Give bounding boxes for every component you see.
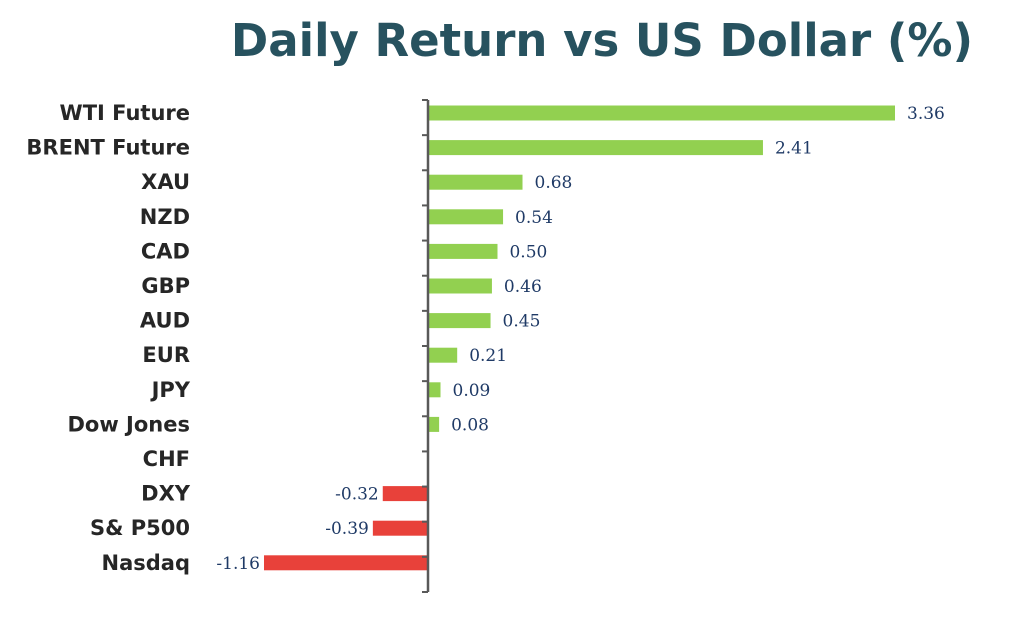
category-label-chf: CHF [143, 447, 190, 471]
bar-brent-future [428, 140, 763, 156]
bar-nasdaq [264, 555, 428, 571]
category-label-cad: CAD [141, 239, 190, 263]
data-label-nzd: 0.54 [515, 208, 553, 228]
data-label-dow-jones: 0.08 [451, 415, 489, 435]
category-label-jpy: JPY [150, 378, 191, 402]
category-label-wti-future: WTI Future [60, 101, 190, 125]
data-label-gbp: 0.46 [504, 277, 542, 297]
data-label-jpy: 0.09 [453, 381, 491, 401]
data-labels: 3.36 2.41 0.68 0.54 0.50 0.46 0.45 0.21 0.09 0.08… [216, 104, 944, 574]
category-label-brent-future: BRENT Future [26, 136, 190, 160]
bar-wti-future [428, 105, 895, 121]
data-label-wti-future: 3.36 [907, 104, 945, 124]
data-label-cad: 0.50 [509, 242, 547, 262]
category-label-dow-jones: Dow Jones [67, 412, 190, 436]
bar-eur [428, 347, 458, 363]
category-label-eur: EUR [142, 343, 190, 367]
data-label-nasdaq: -1.16 [216, 554, 260, 574]
bar-dxy [382, 486, 428, 502]
bars [264, 105, 895, 571]
bar-s-p500 [372, 520, 428, 536]
bar-dow-jones [428, 416, 440, 432]
category-label-gbp: GBP [141, 274, 190, 298]
category-label-dxy: DXY [141, 482, 191, 506]
bar-xau [428, 174, 523, 190]
bar-jpy [428, 382, 441, 398]
category-label-xau: XAU [141, 170, 190, 194]
data-label-xau: 0.68 [535, 173, 573, 193]
data-label-brent-future: 2.41 [775, 139, 813, 159]
bar-gbp [428, 278, 492, 294]
category-labels: WTI Future BRENT Future XAU NZD CAD GBP AUD EUR… [26, 101, 190, 575]
category-label-aud: AUD [140, 309, 190, 333]
category-label-nasdaq: Nasdaq [102, 551, 190, 575]
axis [422, 99, 430, 593]
data-label-aud: 0.45 [503, 312, 541, 332]
bar-cad [428, 243, 498, 259]
chart-title: Daily Return vs US Dollar (%) [230, 14, 974, 67]
category-label-s-p500: S& P500 [90, 516, 190, 540]
data-label-eur: 0.21 [469, 346, 507, 366]
category-label-nzd: NZD [140, 205, 190, 229]
bar-aud [428, 313, 491, 329]
data-label-s-p500: -0.39 [325, 519, 369, 539]
bar-nzd [428, 209, 504, 225]
data-label-dxy: -0.32 [335, 485, 379, 505]
